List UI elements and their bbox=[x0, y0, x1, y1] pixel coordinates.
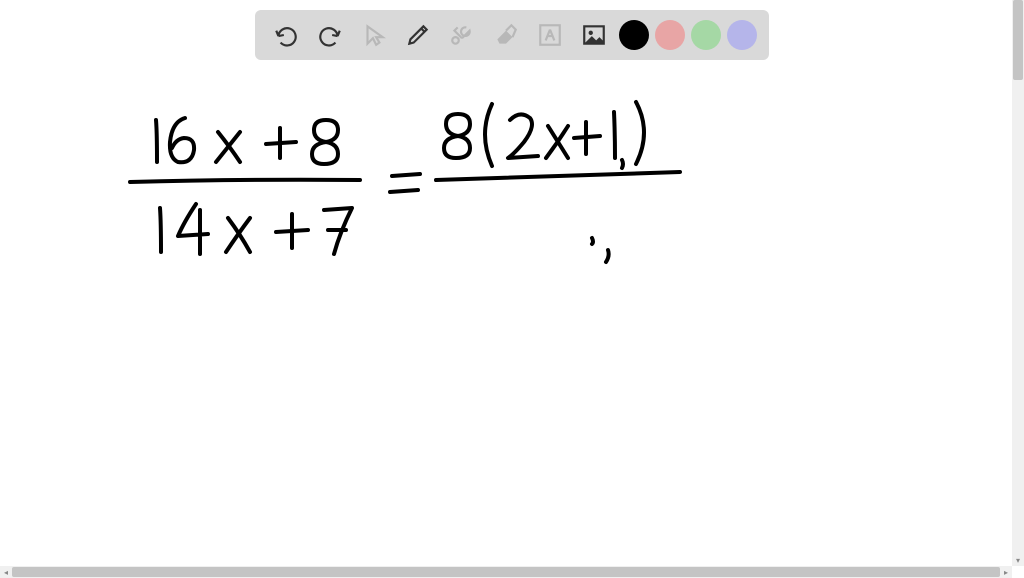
text-button[interactable] bbox=[531, 16, 569, 54]
vertical-scrollbar-thumb[interactable] bbox=[1013, 0, 1023, 80]
color-swatch-red[interactable] bbox=[655, 20, 685, 50]
tools-button[interactable] bbox=[443, 16, 481, 54]
text-icon bbox=[537, 22, 563, 48]
scroll-left-arrow-icon[interactable]: ◂ bbox=[0, 566, 12, 578]
undo-icon bbox=[273, 22, 299, 48]
horizontal-scrollbar-track[interactable]: ◂ ▸ bbox=[0, 566, 1012, 578]
drawing-canvas[interactable] bbox=[0, 62, 1012, 562]
horizontal-scrollbar-thumb[interactable] bbox=[12, 567, 1000, 577]
color-swatch-green[interactable] bbox=[691, 20, 721, 50]
whiteboard-app: ▾ ◂ ▸ bbox=[0, 0, 1024, 578]
color-swatch-black[interactable] bbox=[619, 20, 649, 50]
vertical-scrollbar-track[interactable]: ▾ bbox=[1012, 0, 1024, 566]
select-button[interactable] bbox=[355, 16, 393, 54]
undo-button[interactable] bbox=[267, 16, 305, 54]
pen-icon bbox=[405, 22, 431, 48]
eraser-button[interactable] bbox=[487, 16, 525, 54]
pen-button[interactable] bbox=[399, 16, 437, 54]
cursor-icon bbox=[361, 22, 387, 48]
image-button[interactable] bbox=[575, 16, 613, 54]
handwriting-layer bbox=[0, 62, 1012, 562]
color-swatch-purple[interactable] bbox=[727, 20, 757, 50]
redo-icon bbox=[317, 22, 343, 48]
wrench-icon bbox=[449, 22, 475, 48]
scroll-down-arrow-icon[interactable]: ▾ bbox=[1012, 554, 1024, 566]
eraser-icon bbox=[493, 22, 519, 48]
toolbar bbox=[255, 10, 769, 60]
redo-button[interactable] bbox=[311, 16, 349, 54]
scroll-right-arrow-icon[interactable]: ▸ bbox=[1000, 566, 1012, 578]
image-icon bbox=[581, 22, 607, 48]
